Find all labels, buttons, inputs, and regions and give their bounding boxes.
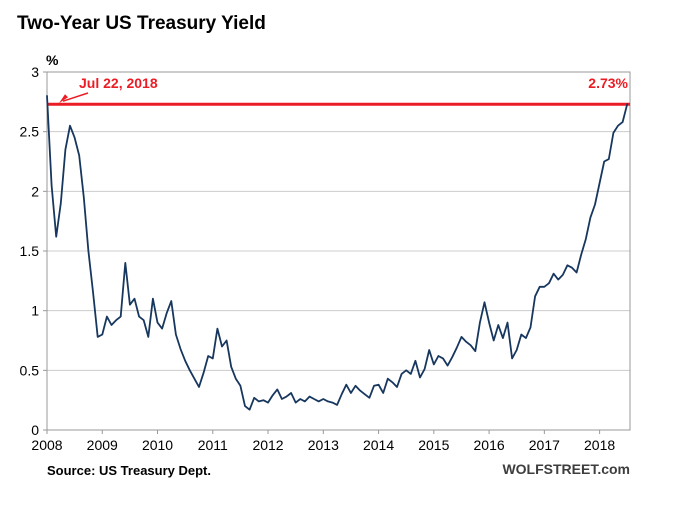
y-tick-label: 0 (31, 422, 39, 438)
page-title: Two-Year US Treasury Yield (17, 13, 266, 34)
x-tick-label: 2017 (529, 437, 560, 453)
y-tick-label: 2 (31, 183, 39, 199)
x-tick-label: 2018 (584, 437, 615, 453)
y-tick-label: 0.5 (20, 362, 40, 378)
x-tick-label: 2010 (142, 437, 173, 453)
y-axis-unit-label: % (46, 52, 59, 68)
x-tick-label: 2015 (418, 437, 449, 453)
x-tick-label: 2011 (198, 437, 228, 453)
source-credit: Source: US Treasury Dept. (47, 463, 211, 478)
yield-series-line (46, 95, 629, 411)
y-tick-label: 2.5 (20, 124, 40, 140)
x-tick-label: 2013 (308, 437, 339, 453)
x-tick-label: 2014 (363, 437, 394, 453)
wolfstreet-watermark: WOLFSTREET.com (502, 461, 630, 477)
x-tick-label: 2008 (31, 437, 62, 453)
annotation-yield-value-label: 2.73% (588, 75, 628, 91)
y-tick-label: 3 (31, 64, 39, 80)
annotation-arrow (62, 92, 89, 102)
y-tick-label: 1.5 (20, 243, 40, 259)
x-tick-label: 2012 (252, 437, 283, 453)
x-tick-label: 2009 (87, 437, 118, 453)
x-tick-label: 2016 (474, 437, 505, 453)
annotation-arrowhead (59, 94, 68, 104)
annotation-date-label: Jul 22, 2018 (79, 75, 158, 91)
y-tick-label: 1 (31, 303, 39, 319)
